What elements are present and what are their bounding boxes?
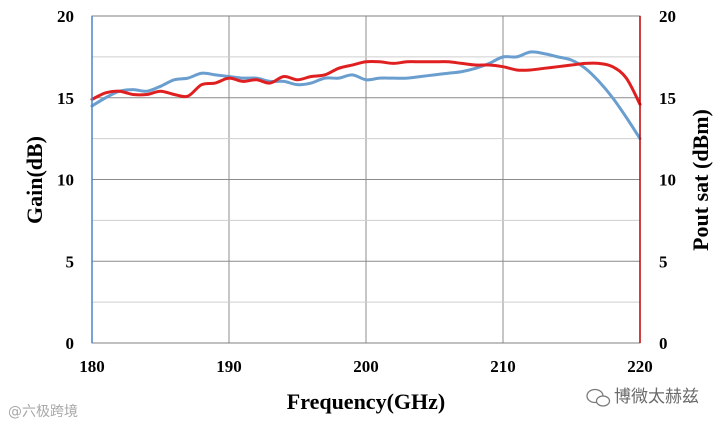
gridlines [91, 15, 641, 344]
watermark-left: @六极跨境 [8, 404, 78, 420]
y2-tick-labels: 0 5 10 15 20 [659, 7, 676, 353]
x-axis-title: Frequency(GHz) [287, 389, 445, 414]
x-tick-label: 180 [79, 357, 105, 376]
gain-series-line [90, 50, 642, 141]
y2-axis-title: Pout sat (dBm) [688, 109, 713, 251]
y-tick-label: 20 [57, 7, 74, 26]
series-layer [90, 50, 642, 141]
y-axis-title: Gain(dB) [22, 136, 47, 224]
pout-sat-series-line [90, 59, 642, 106]
y-tick-labels: 0 5 10 15 20 [57, 7, 74, 353]
y2-tick-label: 20 [659, 7, 676, 26]
y2-tick-label: 15 [659, 89, 676, 108]
x-tick-labels: 180 190 200 210 220 [79, 357, 653, 376]
y-tick-label: 5 [66, 252, 75, 271]
x-tick-label: 210 [490, 357, 516, 376]
x-tick-label: 200 [353, 357, 379, 376]
watermark-right: 博微太赫兹 [614, 387, 699, 407]
y-tick-label: 15 [57, 89, 74, 108]
x-tick-label: 190 [216, 357, 242, 376]
y-tick-label: 0 [66, 334, 75, 353]
y2-tick-label: 10 [659, 171, 676, 190]
wechat-icon [586, 388, 611, 407]
y-tick-label: 10 [57, 171, 74, 190]
y2-tick-label: 5 [659, 252, 668, 271]
y2-tick-label: 0 [659, 334, 668, 353]
x-tick-label: 220 [627, 357, 653, 376]
